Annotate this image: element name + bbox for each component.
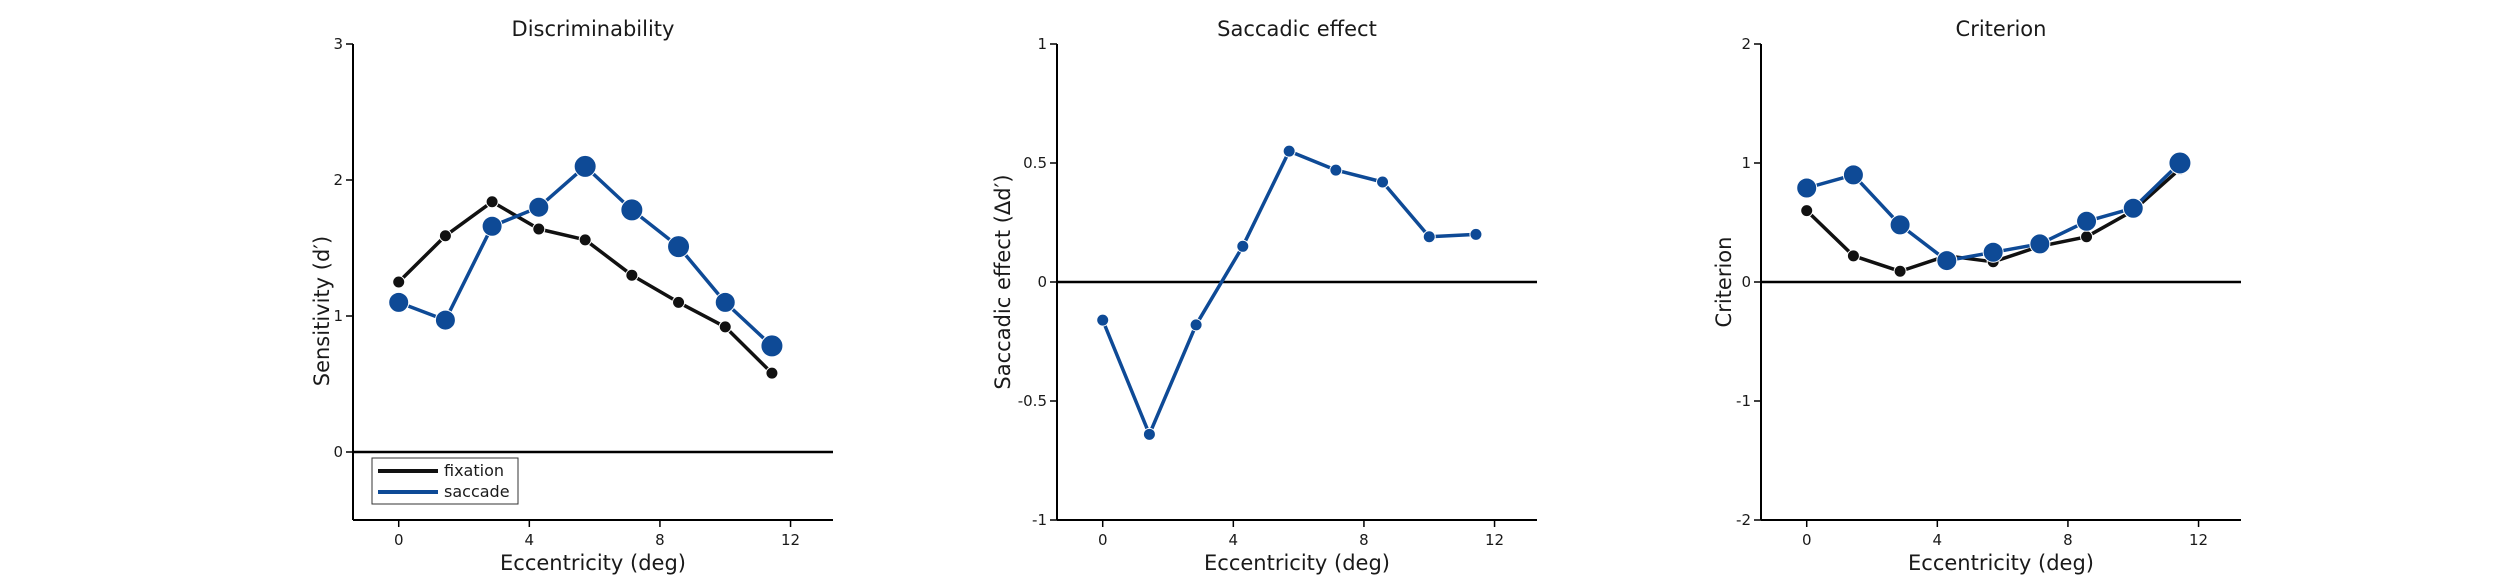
data-point-series-0 — [1236, 239, 1250, 253]
y-tick-label: -2 — [1736, 511, 1751, 529]
x-tick-label: 12 — [2189, 531, 2208, 549]
data-point-saccade — [573, 154, 597, 178]
x-tick-label: 0 — [1098, 531, 1108, 549]
data-point-saccade — [481, 215, 503, 237]
data-point-series-0 — [1189, 318, 1203, 332]
y-tick-label: 3 — [333, 35, 343, 53]
data-point-fixation — [485, 195, 499, 209]
data-point-series-0 — [1422, 230, 1436, 244]
x-tick-label: 8 — [655, 531, 665, 549]
y-axis-label: Sensitivity (d′) — [310, 236, 334, 387]
data-point-saccade — [714, 291, 736, 313]
y-axis-label: Saccadic effect (Δd′) — [991, 174, 1015, 389]
x-tick-label: 12 — [781, 531, 800, 549]
data-point-saccade — [1982, 241, 2004, 263]
x-tick-label: 4 — [1229, 531, 1239, 549]
y-tick-label: -0.5 — [1018, 392, 1047, 410]
panel-title-discriminability: Discriminability — [512, 17, 675, 41]
y-tick-label: 1 — [1037, 35, 1047, 53]
x-tick-label: 0 — [1802, 531, 1812, 549]
data-point-series-0 — [1282, 144, 1296, 158]
panel-discriminability: Discriminability Eccentricity (deg) Sens… — [310, 17, 833, 575]
data-point-saccade — [2168, 151, 2192, 175]
data-point-saccade — [1936, 250, 1958, 272]
legend-saccade-label: saccade — [444, 482, 510, 501]
data-point-saccade — [1889, 214, 1911, 236]
data-point-series-0 — [1469, 227, 1483, 241]
panel-title-criterion: Criterion — [1956, 17, 2047, 41]
data-point-fixation — [532, 222, 546, 236]
x-tick-label: 8 — [1359, 531, 1369, 549]
data-point-saccade — [760, 334, 784, 358]
x-axis-label: Eccentricity (deg) — [1908, 551, 2094, 575]
data-point-series-0 — [1096, 313, 1110, 327]
legend: fixation saccade — [371, 457, 519, 505]
data-point-series-0 — [1376, 175, 1390, 189]
y-tick-label: 1 — [333, 307, 343, 325]
data-point-fixation — [765, 366, 779, 380]
data-point-fixation — [672, 295, 686, 309]
x-tick-label: 4 — [1933, 531, 1943, 549]
data-point-saccade — [2076, 210, 2098, 232]
x-tick-label: 12 — [1485, 531, 1504, 549]
x-axis-label: Eccentricity (deg) — [1204, 551, 1390, 575]
x-tick-label: 8 — [2063, 531, 2073, 549]
data-point-fixation — [578, 233, 592, 247]
y-tick-label: 0 — [1741, 273, 1751, 291]
panel-title-saccadic-effect: Saccadic effect — [1217, 17, 1377, 41]
data-point-saccade — [1796, 177, 1818, 199]
y-tick-label: 0.5 — [1023, 154, 1047, 172]
series-line-fixation — [397, 200, 774, 375]
data-point-saccade — [528, 196, 550, 218]
data-point-fixation — [438, 229, 452, 243]
legend-fixation-label: fixation — [444, 461, 504, 480]
data-point-fixation — [625, 268, 639, 282]
data-point-saccade — [1842, 164, 1864, 186]
x-axis-label: Eccentricity (deg) — [500, 551, 686, 575]
y-axis-label: Criterion — [1712, 237, 1736, 328]
data-point-fixation — [392, 275, 406, 289]
panel-saccadic-effect: Saccadic effect Eccentricity (deg) Sacca… — [991, 17, 1537, 575]
x-tick-label: 4 — [525, 531, 535, 549]
data-point-series-0 — [1329, 163, 1343, 177]
y-tick-label: -1 — [1736, 392, 1751, 410]
data-point-series-0 — [1142, 427, 1156, 441]
y-tick-label: 1 — [1741, 154, 1751, 172]
legend-box — [371, 457, 519, 505]
series-line-series-0 — [1101, 149, 1476, 437]
data-point-saccade — [667, 235, 691, 259]
y-tick-label: 2 — [1741, 35, 1751, 53]
data-point-fixation — [1800, 204, 1814, 218]
data-point-fixation — [1846, 249, 1860, 263]
data-point-saccade — [2122, 197, 2144, 219]
panel-criterion: Criterion Eccentricity (deg) Criterion -… — [1712, 17, 2241, 575]
data-point-fixation — [2080, 230, 2094, 244]
data-point-saccade — [388, 291, 410, 313]
y-tick-label: 2 — [333, 171, 343, 189]
y-tick-label: 0 — [333, 443, 343, 461]
data-point-saccade — [2029, 233, 2051, 255]
y-tick-label: 0 — [1037, 273, 1047, 291]
x-tick-label: 0 — [394, 531, 404, 549]
y-tick-label: -1 — [1032, 511, 1047, 529]
data-point-fixation — [718, 320, 732, 334]
data-point-saccade — [620, 198, 644, 222]
data-point-fixation — [1893, 264, 1907, 278]
data-point-saccade — [434, 309, 456, 331]
